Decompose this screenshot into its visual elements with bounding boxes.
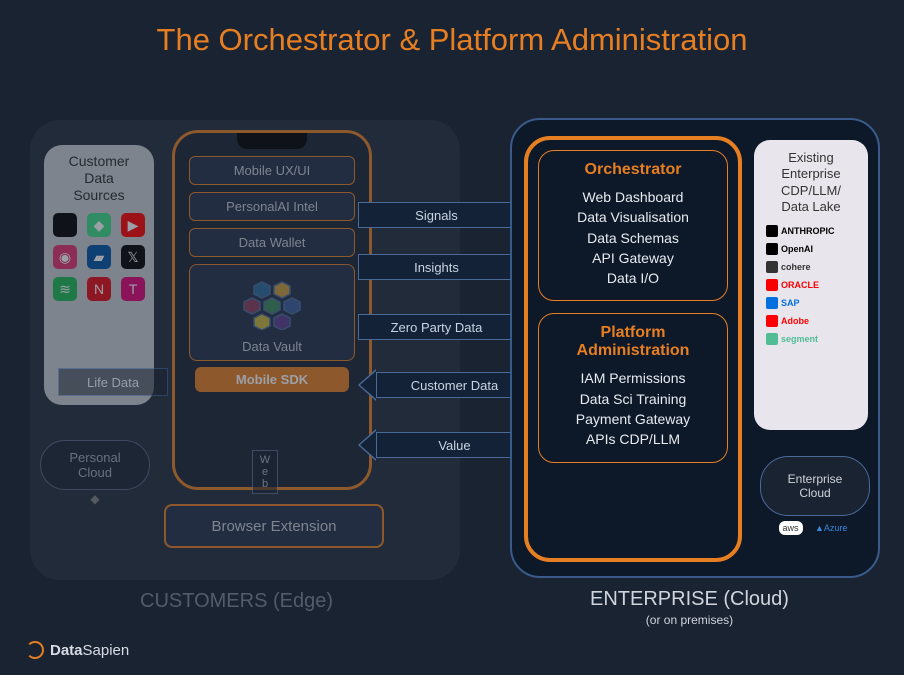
phone-pill: Data Wallet xyxy=(189,228,355,257)
enterprise-label: ENTERPRISE (Cloud) (or on premises) xyxy=(590,588,789,627)
youtube-icon: ▶ xyxy=(121,213,145,237)
android-icon: ◆ xyxy=(87,213,111,237)
phone-mockup: Mobile UX/UIPersonalAI IntelData Wallet … xyxy=(172,130,372,490)
brand-cohere: cohere xyxy=(766,261,856,273)
plat-item: Data Sci Training xyxy=(545,389,721,409)
hex-icon xyxy=(194,275,350,333)
brand-oracle: ORACLE xyxy=(766,279,856,291)
orch-item: Data Schemas xyxy=(545,228,721,248)
data-vault: Data Vault xyxy=(189,264,355,361)
orch-item: Data I/O xyxy=(545,268,721,288)
arrow-signals: Signals xyxy=(358,198,533,232)
platform-admin-box: PlatformAdministration IAM PermissionsDa… xyxy=(538,313,728,462)
netflix-icon: N xyxy=(87,277,111,301)
arrow-customer-data: Customer Data xyxy=(358,368,533,402)
brand-openai: OpenAI xyxy=(766,243,856,255)
orch-item: Web Dashboard xyxy=(545,187,721,207)
page-title: The Orchestrator & Platform Administrati… xyxy=(0,22,904,58)
cds-title: CustomerDataSources xyxy=(44,153,154,203)
browser-extension: Browser Extension xyxy=(164,504,384,548)
datasapien-logo: DataSapien xyxy=(26,641,129,659)
platform-title: PlatformAdministration xyxy=(545,324,721,360)
orchestrator-box: Orchestrator Web DashboardData Visualisa… xyxy=(538,150,728,301)
plat-item: Payment Gateway xyxy=(545,409,721,429)
logo-mark-icon xyxy=(26,641,44,659)
aws-icon: aws xyxy=(779,521,803,535)
orch-item: API Gateway xyxy=(545,248,721,268)
x-icon: 𝕏 xyxy=(121,245,145,269)
sdk-pill: Mobile SDK xyxy=(195,367,349,392)
phone-pill: Mobile UX/UI xyxy=(189,156,355,185)
existing-enterprise-box: ExistingEnterpriseCDP/LLM/Data Lake ANTH… xyxy=(754,140,868,430)
spotify-icon: ≋ xyxy=(53,277,77,301)
brand-adobe: Adobe xyxy=(766,315,856,327)
web-tag: Web xyxy=(252,450,278,494)
apple-icon xyxy=(53,213,77,237)
existing-title: ExistingEnterpriseCDP/LLM/Data Lake xyxy=(760,150,862,215)
brand-segment: segment xyxy=(766,333,856,345)
tmobile-icon: T xyxy=(121,277,145,301)
brand-sap: SAP xyxy=(766,297,856,309)
phone-pill: PersonalAI Intel xyxy=(189,192,355,221)
enterprise-cloud: EnterpriseCloud aws ▲Azure xyxy=(760,456,870,536)
brand-anthropic: ANTHROPIC xyxy=(766,225,856,237)
arrow-value: Value xyxy=(358,428,533,462)
plat-item: IAM Permissions xyxy=(545,368,721,388)
bofa-icon: ▰ xyxy=(87,245,111,269)
azure-icon: ▲Azure xyxy=(811,521,851,535)
customer-data-sources: CustomerDataSources ◆ ▶ ◉ ▰ 𝕏 ≋ NT xyxy=(44,145,154,405)
life-data-pill: Life Data xyxy=(58,368,168,396)
phone-notch xyxy=(237,133,307,149)
personal-cloud: PersonalCloud ◆ xyxy=(40,440,150,510)
orch-item: Data Visualisation xyxy=(545,207,721,227)
customers-label: CUSTOMERS (Edge) xyxy=(140,590,333,613)
instagram-icon: ◉ xyxy=(53,245,77,269)
orchestrator-container: Orchestrator Web DashboardData Visualisa… xyxy=(524,136,742,562)
plat-item: APIs CDP/LLM xyxy=(545,429,721,449)
arrow-zero-party-data: Zero Party Data xyxy=(358,310,533,344)
arrow-insights: Insights xyxy=(358,250,533,284)
